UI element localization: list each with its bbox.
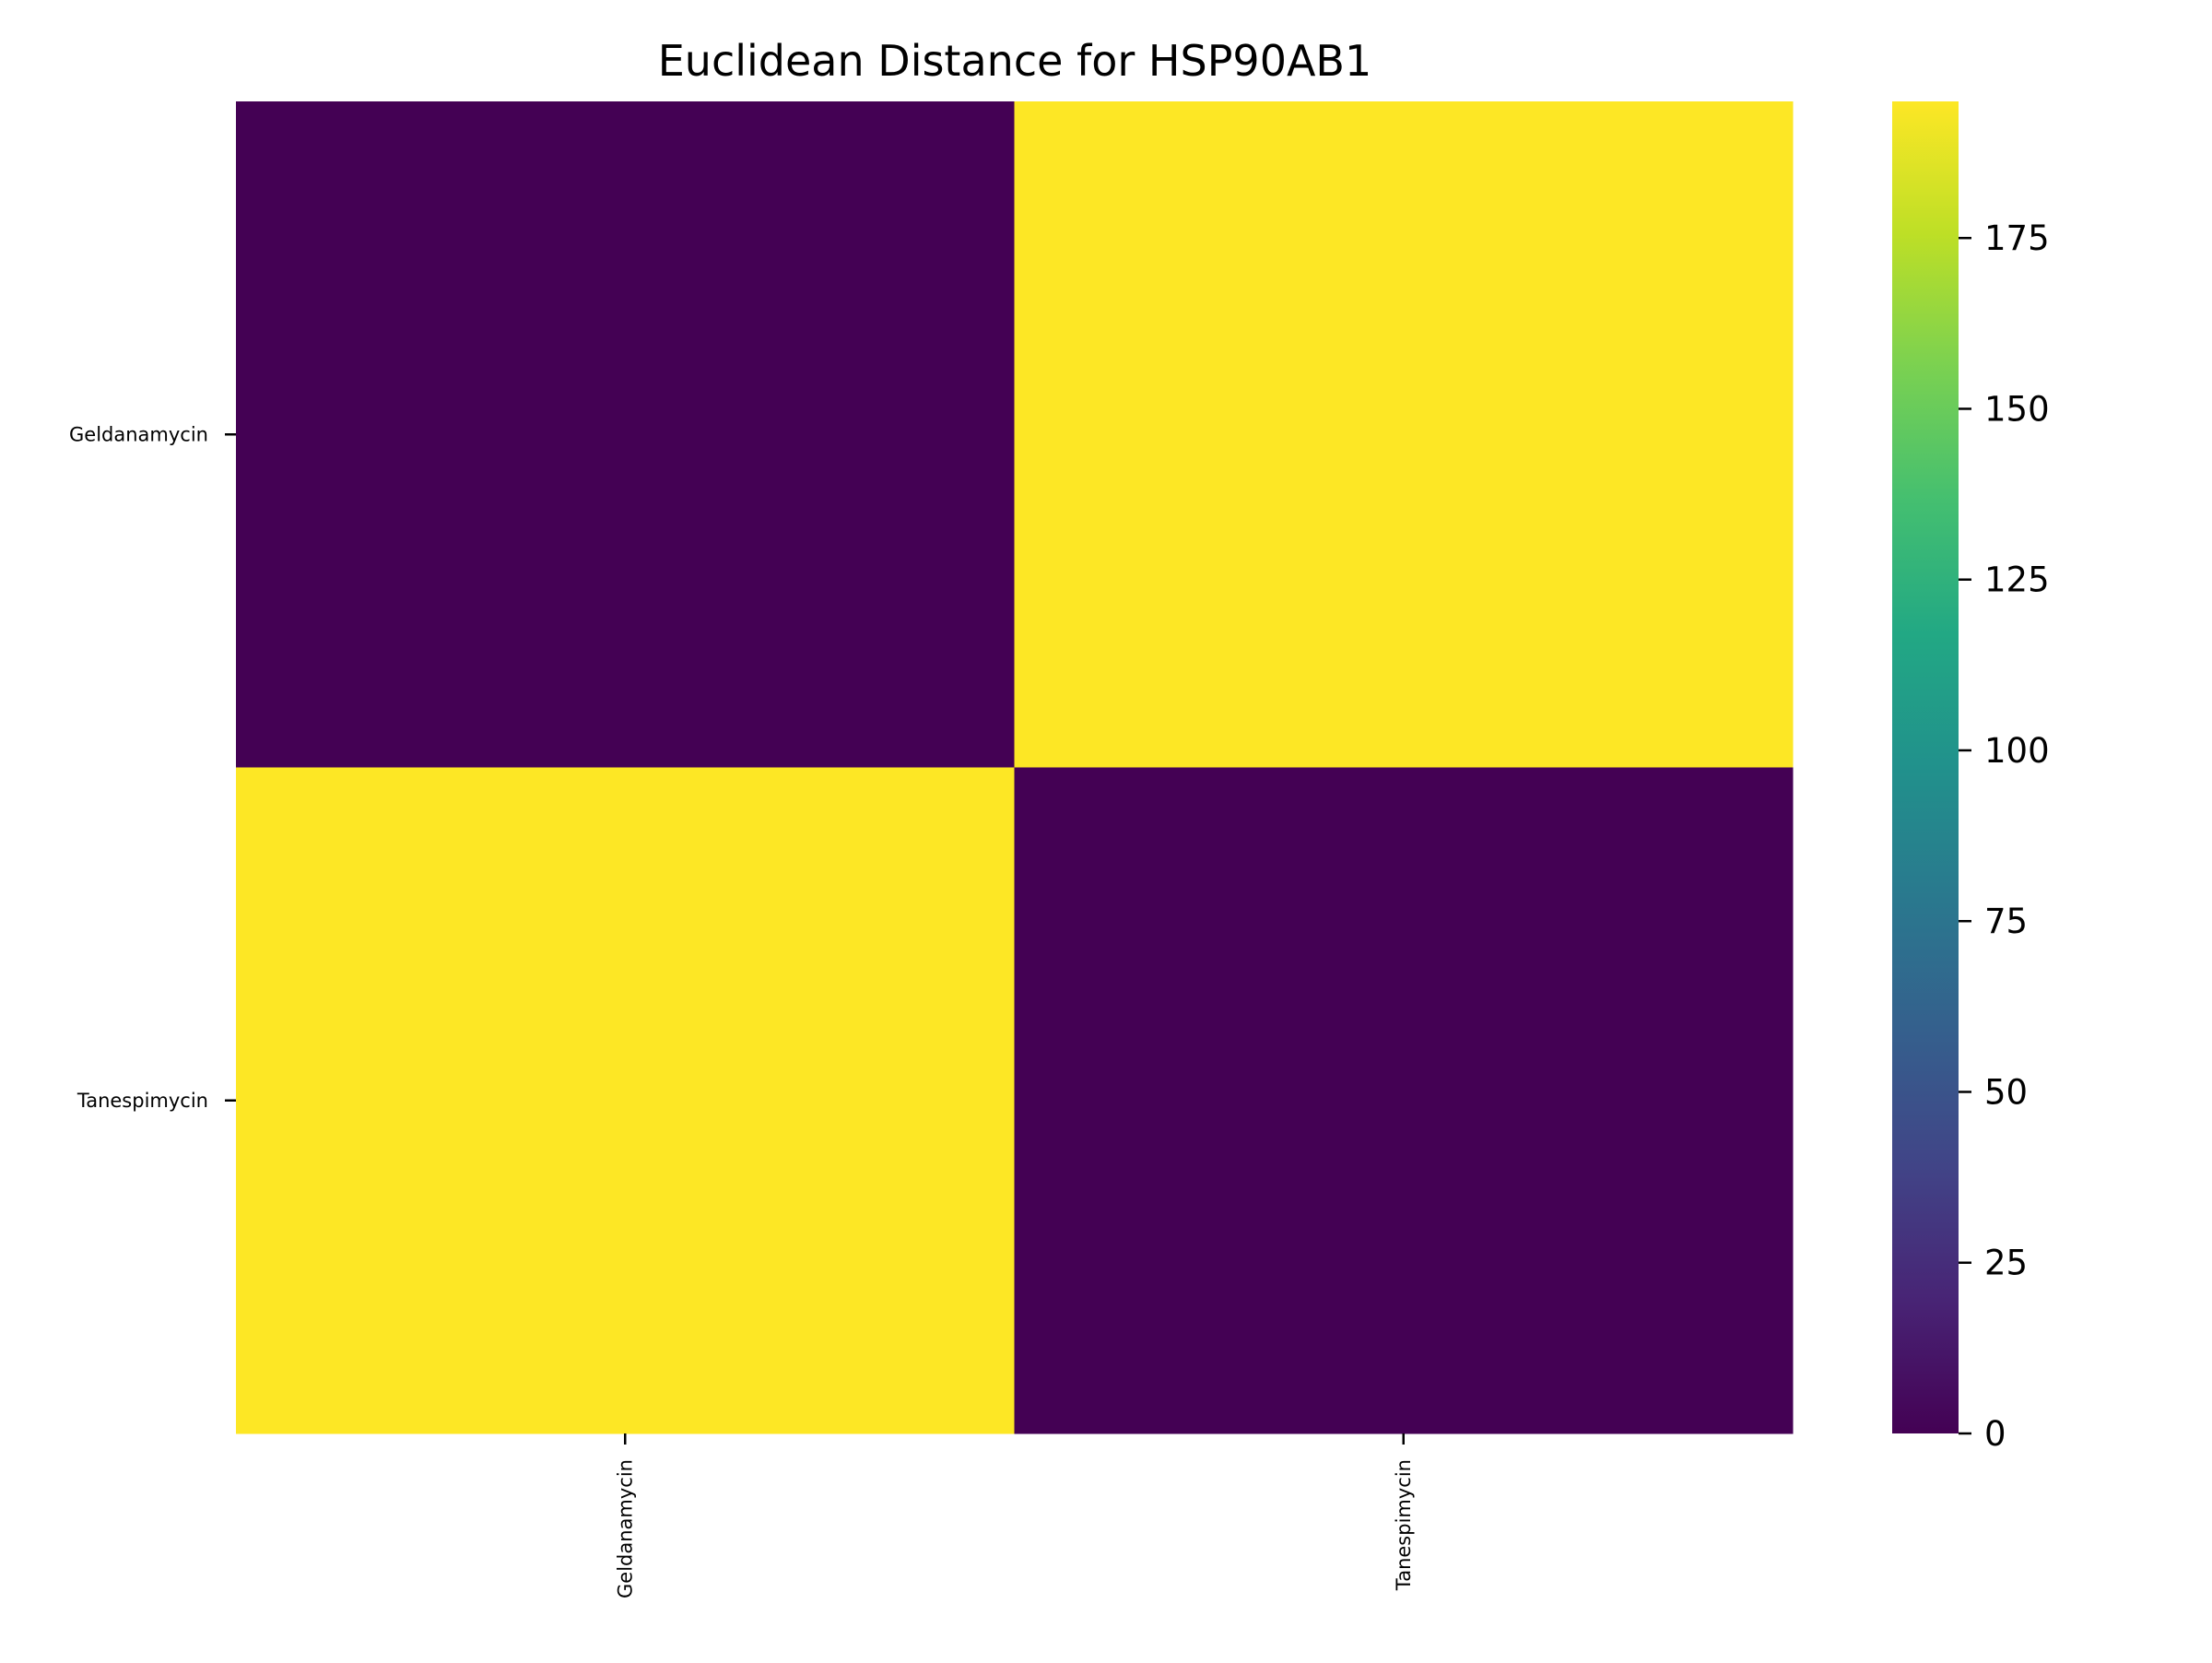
row-tick-label: Geldanamycin bbox=[69, 423, 208, 445]
colorbar-ticks: 0 25 50 75 100 125 150 175 bbox=[1959, 218, 2050, 1454]
heatmap-cell-1-0 bbox=[236, 767, 1015, 1434]
colorbar-gradient bbox=[1892, 101, 1959, 1433]
row-axis: Geldanamycin Tanespimycin bbox=[69, 423, 236, 1112]
colorbar-tick-label: 150 bbox=[1984, 389, 2050, 429]
heatmap-cells bbox=[236, 101, 1794, 1434]
colorbar-tick-label: 100 bbox=[1984, 731, 2050, 771]
colorbar-tick-label: 75 bbox=[1984, 902, 2028, 941]
heatmap-cell-0-0 bbox=[236, 101, 1015, 768]
column-tick-label: Geldanamycin bbox=[614, 1459, 636, 1598]
colorbar-tick-label: 25 bbox=[1984, 1244, 2028, 1283]
colorbar-tick-label: 0 bbox=[1984, 1414, 2006, 1454]
colorbar-tick-label: 125 bbox=[1984, 560, 2050, 600]
colorbar: 0 25 50 75 100 125 150 175 bbox=[1892, 101, 2050, 1454]
colorbar-tick-label: 175 bbox=[1984, 218, 2050, 258]
row-tick-label: Tanespimycin bbox=[76, 1090, 208, 1112]
heatmap-cell-1-1 bbox=[1014, 767, 1794, 1434]
heatmap-cell-0-1 bbox=[1014, 101, 1794, 768]
column-tick-label: Tanespimycin bbox=[1393, 1459, 1415, 1591]
column-axis: Geldanamycin Tanespimycin bbox=[614, 1433, 1415, 1598]
chart-title: Euclidean Distance for HSP90AB1 bbox=[658, 36, 1372, 86]
colorbar-tick-label: 50 bbox=[1984, 1072, 2028, 1112]
